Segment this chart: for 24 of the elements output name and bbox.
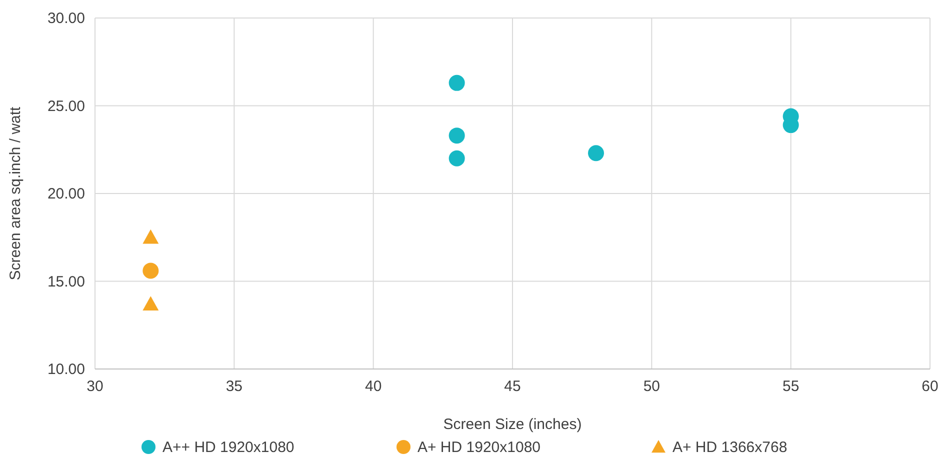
legend-label: A+ HD 1920x1080 — [418, 439, 541, 456]
x-tick-label: 40 — [364, 378, 382, 395]
point — [142, 229, 159, 244]
y-tick-label: 10.00 — [47, 361, 85, 378]
y-axis-title: Screen area sq.inch / watt — [7, 106, 24, 280]
point — [448, 128, 465, 144]
y-tick-label: 20.00 — [47, 186, 85, 202]
y-tick-label: 30.00 — [47, 10, 85, 27]
y-tick-label: 25.00 — [47, 98, 85, 115]
legend-label: A++ HD 1920x1080 — [162, 439, 294, 456]
x-axis-title: Screen Size (inches) — [443, 416, 582, 433]
x-tick-label: 55 — [782, 378, 800, 395]
point — [142, 262, 159, 279]
x-tick-label: 60 — [922, 378, 938, 395]
point — [448, 74, 465, 91]
x-tick-label: 45 — [504, 378, 521, 395]
point — [142, 296, 159, 310]
x-tick-label: 50 — [643, 378, 660, 395]
y-tick-label: 15.00 — [47, 273, 85, 290]
legend-label: A+ HD 1366x768 — [672, 439, 788, 456]
x-tick-label: 35 — [226, 378, 243, 395]
x-tick-label: 30 — [86, 378, 104, 395]
point — [588, 145, 604, 162]
point — [448, 150, 465, 166]
